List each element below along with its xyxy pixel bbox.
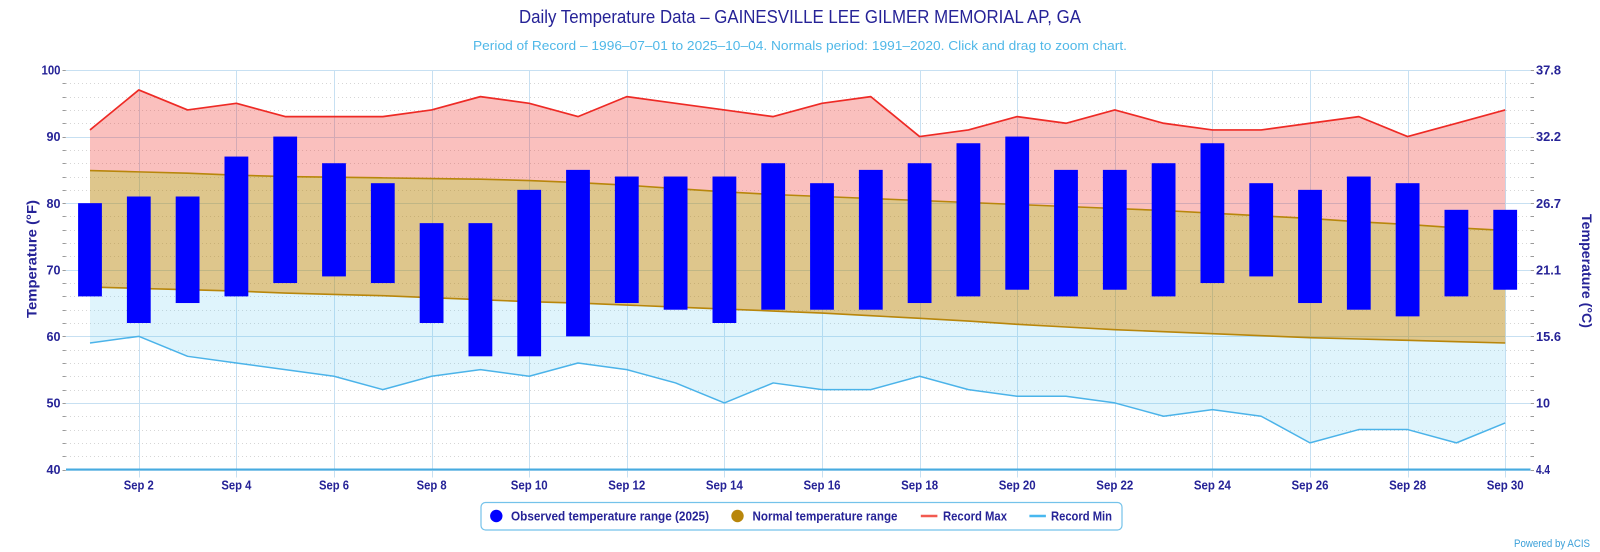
svg-text:Sep 10: Sep 10 xyxy=(511,478,548,493)
svg-text:Period of Record – 1996–07–01: Period of Record – 1996–07–01 to 2025–10… xyxy=(473,38,1127,53)
svg-text:Sep 22: Sep 22 xyxy=(1096,478,1133,493)
svg-text:Sep 8: Sep 8 xyxy=(417,478,447,493)
svg-text:70: 70 xyxy=(47,262,61,277)
svg-text:Daily Temperature Data – GAINE: Daily Temperature Data – GAINESVILLE LEE… xyxy=(519,7,1081,27)
svg-text:Record Max: Record Max xyxy=(943,509,1008,524)
svg-text:Normal temperature range: Normal temperature range xyxy=(753,509,898,524)
svg-text:10: 10 xyxy=(1536,396,1550,411)
svg-text:100: 100 xyxy=(42,63,61,78)
svg-text:Sep 12: Sep 12 xyxy=(608,478,645,493)
svg-text:26.7: 26.7 xyxy=(1536,196,1561,211)
svg-text:4.4: 4.4 xyxy=(1536,462,1551,477)
svg-text:Sep 24: Sep 24 xyxy=(1194,478,1232,493)
svg-text:60: 60 xyxy=(47,329,61,344)
svg-text:90: 90 xyxy=(47,129,61,144)
svg-text:40: 40 xyxy=(47,462,61,477)
svg-text:37.8: 37.8 xyxy=(1536,63,1561,78)
svg-text:Sep 14: Sep 14 xyxy=(706,478,744,493)
svg-text:Sep 6: Sep 6 xyxy=(319,478,349,493)
svg-text:80: 80 xyxy=(47,196,61,211)
svg-text:Sep 30: Sep 30 xyxy=(1487,478,1524,493)
svg-text:32.2: 32.2 xyxy=(1536,129,1561,144)
svg-text:Sep 16: Sep 16 xyxy=(804,478,841,493)
svg-text:Powered by ACIS: Powered by ACIS xyxy=(1514,538,1590,550)
svg-text:Sep 26: Sep 26 xyxy=(1292,478,1329,493)
svg-text:Record Min: Record Min xyxy=(1051,509,1112,524)
svg-text:Sep 28: Sep 28 xyxy=(1389,478,1426,493)
svg-text:21.1: 21.1 xyxy=(1536,262,1561,277)
svg-text:Sep 4: Sep 4 xyxy=(221,478,252,493)
svg-text:50: 50 xyxy=(47,396,61,411)
svg-text:Sep 20: Sep 20 xyxy=(999,478,1036,493)
svg-text:Sep 2: Sep 2 xyxy=(124,478,154,493)
svg-text:Sep 18: Sep 18 xyxy=(901,478,938,493)
svg-text:Temperature (°F): Temperature (°F) xyxy=(25,200,40,318)
svg-text:Temperature (°C): Temperature (°C) xyxy=(1579,214,1594,328)
svg-text:15.6: 15.6 xyxy=(1536,329,1561,344)
svg-text:Observed temperature range (20: Observed temperature range (2025) xyxy=(511,509,709,524)
